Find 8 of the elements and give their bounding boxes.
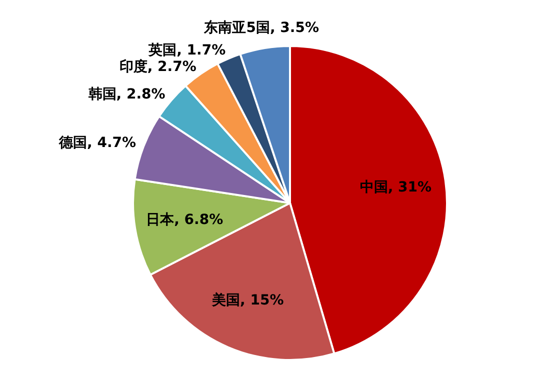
slice-label: 韩国, 2.8% xyxy=(87,86,166,103)
slice-label: 印度, 2.7% xyxy=(119,58,196,75)
slice-label: 中国, 31% xyxy=(360,179,432,196)
slice-label: 美国, 15% xyxy=(211,292,284,309)
slice-label: 英国, 1.7% xyxy=(148,42,226,59)
slice-label: 德国, 4.7% xyxy=(58,135,136,152)
slice-label: 东南亚5国, 3.5% xyxy=(203,18,319,36)
slice-label: 日本, 6.8% xyxy=(146,212,224,228)
